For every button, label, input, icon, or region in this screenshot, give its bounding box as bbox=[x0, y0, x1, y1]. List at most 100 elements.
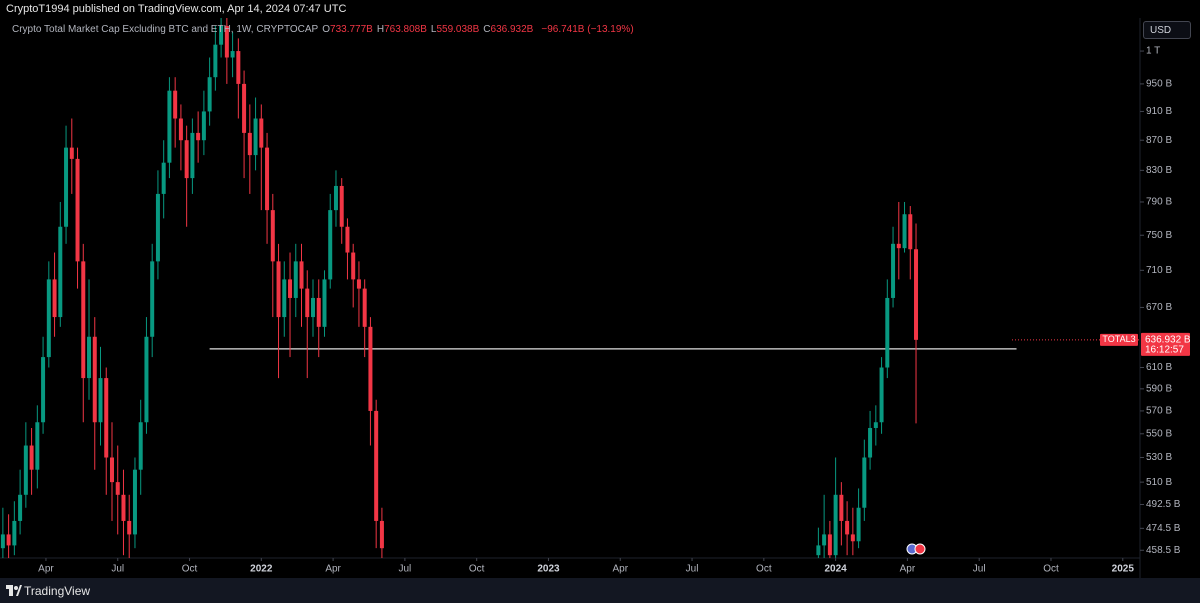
candle-body bbox=[368, 326, 373, 411]
candle-body bbox=[282, 279, 287, 318]
candle-body bbox=[885, 297, 890, 368]
x-tick-label: Jul bbox=[973, 564, 986, 575]
candle-body bbox=[196, 132, 201, 141]
x-tick-label: 2024 bbox=[824, 564, 847, 575]
x-tick-label: 2023 bbox=[537, 564, 560, 575]
ohlc-value: 559.038B bbox=[436, 24, 480, 35]
candle-body bbox=[253, 118, 258, 156]
y-tick-label: 870 B bbox=[1146, 135, 1172, 146]
x-tick-label: Jul bbox=[111, 564, 124, 575]
candle-body bbox=[310, 297, 315, 318]
y-tick-label: 710 B bbox=[1146, 265, 1172, 276]
candle-body bbox=[914, 249, 919, 340]
y-tick-label: 590 B bbox=[1146, 383, 1172, 394]
candle-body bbox=[288, 279, 293, 298]
candle-body bbox=[242, 83, 247, 133]
ohlc-value: 636.932B bbox=[490, 24, 534, 35]
candle-body bbox=[127, 520, 132, 535]
candle-body bbox=[58, 226, 63, 318]
candle-body bbox=[879, 367, 884, 423]
candle-body bbox=[104, 378, 109, 458]
candle-body bbox=[230, 51, 235, 58]
time-axis bbox=[0, 558, 1140, 578]
currency-button[interactable]: USD bbox=[1143, 21, 1191, 39]
candle-body bbox=[81, 261, 86, 379]
candle-body bbox=[109, 457, 114, 483]
candle-body bbox=[69, 147, 74, 159]
x-tick-label: Oct bbox=[182, 564, 198, 575]
candle-body bbox=[138, 422, 143, 470]
ohlc-value: 763.808B bbox=[384, 24, 427, 35]
candle-body bbox=[207, 77, 212, 112]
brand: TradingView bbox=[24, 584, 91, 598]
candle-body bbox=[339, 185, 344, 227]
event-icon[interactable] bbox=[914, 543, 926, 555]
publish-info: CryptoT1994 published on TradingView.com… bbox=[6, 3, 347, 15]
candle-body bbox=[155, 193, 160, 262]
candle-body bbox=[64, 147, 69, 227]
candle-body bbox=[374, 410, 379, 521]
candle-body bbox=[845, 520, 850, 535]
countdown: 16:12:57 bbox=[1145, 344, 1184, 355]
ohlc-key: H bbox=[376, 24, 385, 35]
candle-body bbox=[293, 261, 298, 298]
event-icons bbox=[906, 543, 926, 555]
candle-body bbox=[201, 111, 206, 141]
candle-body bbox=[896, 243, 901, 249]
candle-body bbox=[265, 147, 270, 211]
candle-body bbox=[29, 445, 34, 470]
candle-body bbox=[322, 279, 327, 327]
candle-body bbox=[822, 534, 827, 546]
symbol-tag-label: TOTAL3 bbox=[1102, 334, 1135, 344]
y-tick-label: 950 B bbox=[1146, 79, 1172, 90]
candle-body bbox=[850, 534, 855, 542]
x-tick-label: Apr bbox=[612, 564, 628, 575]
candle-body bbox=[379, 520, 384, 549]
candle-body bbox=[362, 288, 367, 327]
brand-logo bbox=[6, 585, 22, 596]
y-tick-label: 790 B bbox=[1146, 197, 1172, 208]
candle-body bbox=[41, 357, 46, 423]
candle-body bbox=[132, 469, 137, 535]
ohlc-key: O bbox=[322, 24, 331, 35]
y-tick-label: 670 B bbox=[1146, 302, 1172, 313]
y-tick-label: 474.5 B bbox=[1146, 523, 1181, 534]
candle-body bbox=[247, 132, 252, 156]
candle-body bbox=[902, 214, 907, 249]
candle-body bbox=[816, 545, 821, 556]
candle-body bbox=[305, 288, 310, 318]
candle-body bbox=[92, 336, 97, 423]
candle-body bbox=[891, 243, 896, 298]
candle-body bbox=[150, 261, 155, 337]
candle-body bbox=[316, 297, 321, 327]
x-tick-label: Apr bbox=[38, 564, 54, 575]
candle-body bbox=[184, 140, 189, 179]
y-tick-label: 1 T bbox=[1146, 46, 1160, 57]
x-tick-label: Apr bbox=[325, 564, 341, 575]
candle-body bbox=[839, 494, 844, 521]
x-tick-label: Apr bbox=[900, 564, 916, 575]
candle-body bbox=[219, 25, 224, 45]
candle-body bbox=[190, 132, 195, 179]
candle-body bbox=[12, 520, 17, 546]
symbol-name: Crypto Total Market Cap Excluding BTC an… bbox=[12, 24, 319, 35]
candle-body bbox=[161, 162, 166, 194]
candle-body bbox=[862, 457, 867, 508]
x-tick-label: Jul bbox=[398, 564, 411, 575]
candle-body bbox=[328, 210, 333, 280]
candle-body bbox=[827, 534, 832, 556]
candle-body bbox=[224, 25, 229, 58]
symbol-legend: Crypto Total Market Cap Excluding BTC an… bbox=[12, 24, 634, 35]
candle-body bbox=[52, 279, 57, 318]
x-tick-label: Oct bbox=[1043, 564, 1059, 575]
symbol-tag bbox=[1100, 333, 1138, 346]
candle-body bbox=[173, 90, 178, 119]
ohlc-key: L bbox=[430, 24, 437, 35]
ohlc-values: O733.777B H763.808B L559.038B C636.932B bbox=[322, 24, 537, 35]
x-tick-label: Jul bbox=[686, 564, 699, 575]
price-tag-label: 636.932 B bbox=[1145, 334, 1191, 345]
candle-body bbox=[259, 118, 264, 148]
ohlc-key: C bbox=[483, 24, 491, 35]
candle-body bbox=[98, 378, 103, 423]
x-tick-label: Oct bbox=[756, 564, 772, 575]
